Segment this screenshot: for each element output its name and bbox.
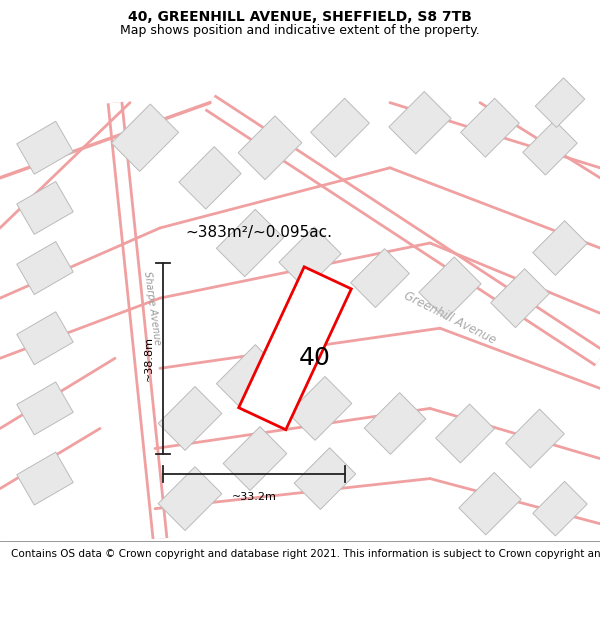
Polygon shape xyxy=(17,121,73,174)
Text: Map shows position and indicative extent of the property.: Map shows position and indicative extent… xyxy=(120,24,480,37)
Polygon shape xyxy=(294,448,356,509)
Polygon shape xyxy=(217,209,284,277)
Polygon shape xyxy=(461,98,520,157)
Polygon shape xyxy=(288,376,352,441)
Polygon shape xyxy=(389,91,451,154)
Polygon shape xyxy=(459,472,521,535)
Polygon shape xyxy=(112,104,179,171)
Polygon shape xyxy=(239,267,352,430)
Polygon shape xyxy=(17,181,73,234)
Polygon shape xyxy=(436,404,494,463)
Polygon shape xyxy=(535,78,585,128)
Polygon shape xyxy=(217,344,284,412)
Text: ~33.2m: ~33.2m xyxy=(232,492,277,502)
Polygon shape xyxy=(491,269,550,328)
Polygon shape xyxy=(179,147,241,209)
Polygon shape xyxy=(523,121,577,175)
Polygon shape xyxy=(350,249,409,308)
Polygon shape xyxy=(223,427,287,491)
Text: ~383m²/~0.095ac.: ~383m²/~0.095ac. xyxy=(185,226,332,241)
Text: 40, GREENHILL AVENUE, SHEFFIELD, S8 7TB: 40, GREENHILL AVENUE, SHEFFIELD, S8 7TB xyxy=(128,11,472,24)
Text: Greenhill Avenue: Greenhill Avenue xyxy=(402,289,498,347)
Polygon shape xyxy=(533,481,587,536)
Text: 40: 40 xyxy=(299,346,331,370)
Polygon shape xyxy=(364,392,426,454)
Polygon shape xyxy=(279,227,341,289)
Polygon shape xyxy=(17,242,73,294)
Polygon shape xyxy=(17,312,73,365)
Text: ~38.8m: ~38.8m xyxy=(144,336,154,381)
Text: Contains OS data © Crown copyright and database right 2021. This information is : Contains OS data © Crown copyright and d… xyxy=(11,549,600,559)
Polygon shape xyxy=(17,452,73,505)
Polygon shape xyxy=(419,257,481,319)
Polygon shape xyxy=(158,467,222,531)
Polygon shape xyxy=(311,98,370,157)
Polygon shape xyxy=(17,382,73,435)
Polygon shape xyxy=(158,386,222,451)
Polygon shape xyxy=(506,409,565,468)
Polygon shape xyxy=(238,116,302,179)
Polygon shape xyxy=(533,221,587,275)
Text: Sharpe Avenue: Sharpe Avenue xyxy=(142,271,162,346)
